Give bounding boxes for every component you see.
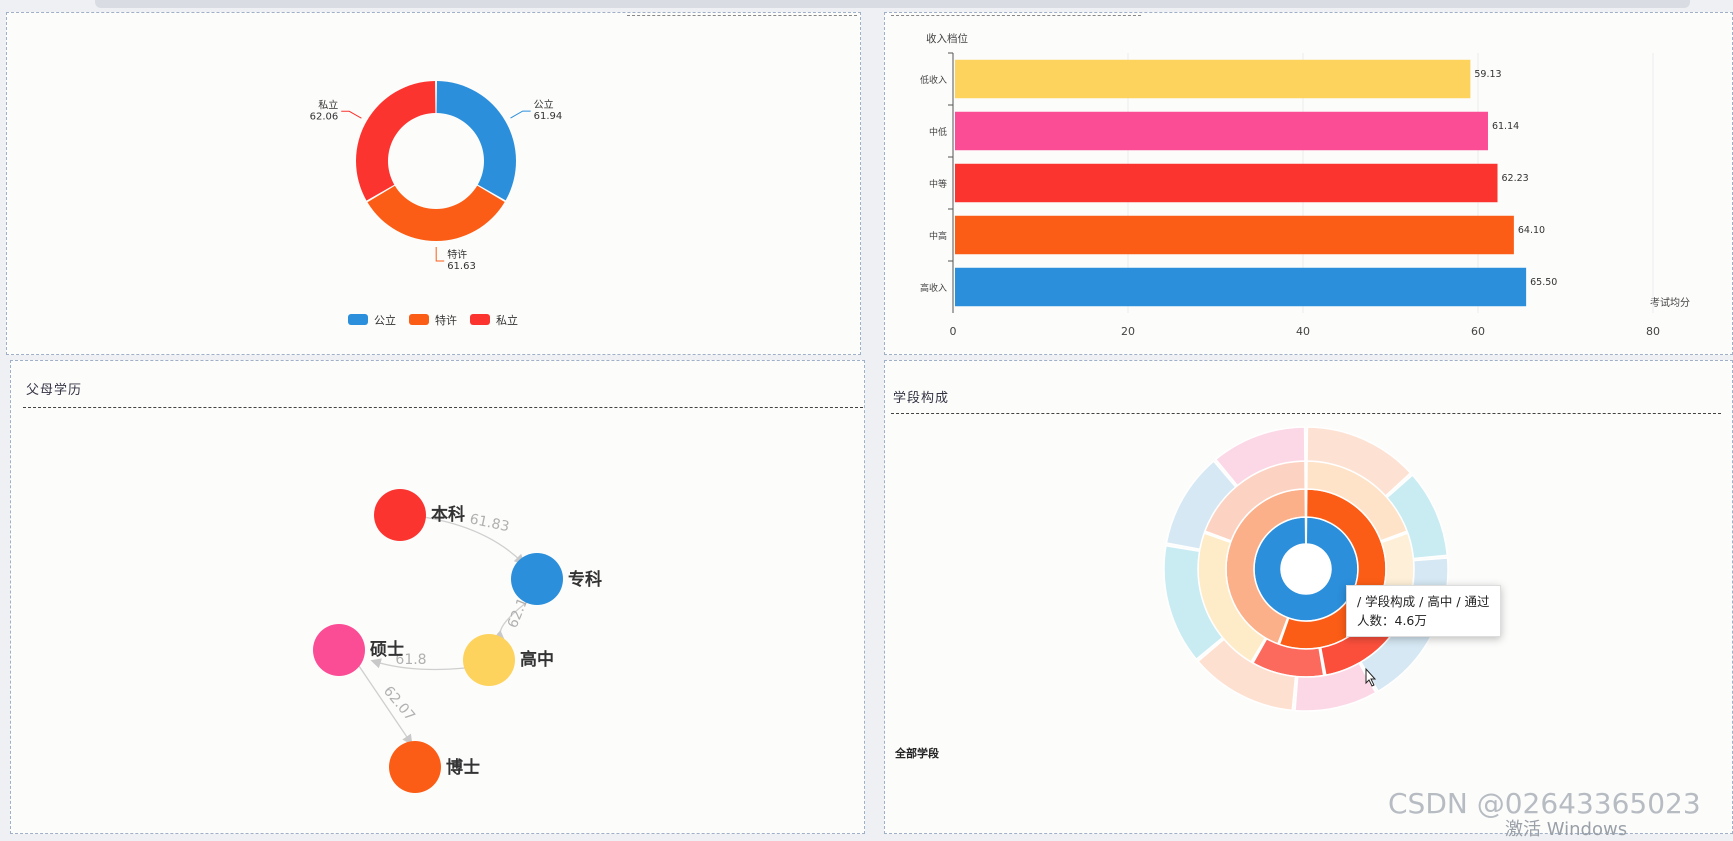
legend-label[interactable]: 特许 xyxy=(435,313,457,327)
graph-node-label: 博士 xyxy=(446,757,480,778)
bar[interactable] xyxy=(955,111,1488,151)
sunburst-center[interactable] xyxy=(1282,545,1330,593)
graph-node-high-school[interactable] xyxy=(463,634,515,686)
stage-composition-panel: 学段构成 / 学段构成 / 高中 / 通过 人数：4.6万 全部学段 xyxy=(884,360,1733,834)
bar[interactable] xyxy=(955,215,1514,255)
donut-slice[interactable] xyxy=(436,81,516,201)
bar[interactable] xyxy=(955,267,1527,307)
edge-label: 62.07 xyxy=(380,683,418,724)
windows-activation-watermark: 激活 Windows xyxy=(1505,819,1628,840)
y-tick-label: 低收入 xyxy=(920,74,947,86)
y-tick-label: 中等 xyxy=(929,178,947,190)
graph-edge xyxy=(370,658,466,671)
parent-education-panel: 父母学历 61.83 62.1 61.8 62.07 本科 专科 高中 硕士 博… xyxy=(10,360,865,834)
graph-edge xyxy=(493,598,532,641)
sunburst-footer: 全部学段 xyxy=(895,747,939,760)
graph-node-bachelor[interactable] xyxy=(374,489,426,541)
donut-label-name: 公立 xyxy=(534,98,554,111)
browser-top-bar xyxy=(95,0,1690,8)
sunburst-tooltip: / 学段构成 / 高中 / 通过 人数：4.6万 xyxy=(1346,585,1501,637)
sunburst-segment[interactable] xyxy=(1197,638,1297,712)
sunburst-segment[interactable] xyxy=(1165,460,1237,551)
donut-panel: 公立 61.94 特许 61.63 私立 62.06 公立 特许 私立 xyxy=(6,12,861,355)
bar-value-label: 64.10 xyxy=(1518,225,1545,236)
donut-label-value: 61.94 xyxy=(534,111,563,122)
sunburst-chart xyxy=(1163,426,1449,712)
sunburst-segment[interactable] xyxy=(1214,426,1306,487)
graph-node-doctor[interactable] xyxy=(389,741,441,793)
legend-swatch[interactable] xyxy=(409,314,429,325)
donut-label-value: 61.63 xyxy=(447,261,476,272)
x-tick-label: 40 xyxy=(1296,325,1310,338)
sunburst-segment[interactable] xyxy=(1306,426,1412,497)
y-tick-label: 中低 xyxy=(929,126,947,138)
income-bar-chart: 收入档位 考试均分 59.13 61.14 62.23 64.10 65.50 0 20 4… xyxy=(920,32,1690,338)
legend-label[interactable]: 公立 xyxy=(374,313,396,327)
donut-slice[interactable] xyxy=(367,185,505,242)
bar[interactable] xyxy=(955,59,1471,99)
x-axis-title: 考试均分 xyxy=(1650,296,1690,309)
sunburst-segment[interactable] xyxy=(1294,662,1377,712)
graph-edge xyxy=(358,665,413,746)
graph-node-master[interactable] xyxy=(313,624,365,676)
graph-node-label: 高中 xyxy=(520,649,554,670)
donut-label-name: 特许 xyxy=(447,249,467,261)
bar-value-label: 61.14 xyxy=(1492,121,1519,132)
x-tick-label: 60 xyxy=(1471,325,1485,338)
graph-node-associate[interactable] xyxy=(511,553,563,605)
y-tick-label: 中高 xyxy=(929,230,947,242)
panel-title-rule xyxy=(23,407,863,408)
graph-node-label: 硕士 xyxy=(370,639,404,660)
csdn-watermark: CSDN @02643365023 xyxy=(1388,787,1701,820)
sunburst-segment[interactable] xyxy=(1385,473,1449,560)
donut-label-line xyxy=(510,110,531,119)
donut-label-name: 私立 xyxy=(318,98,338,111)
legend-label[interactable]: 私立 xyxy=(496,313,518,327)
bar-value-label: 65.50 xyxy=(1530,277,1557,288)
panel-title-rule xyxy=(891,413,1721,414)
donut-label-value: 62.06 xyxy=(310,111,339,122)
edge-label: 61.8 xyxy=(395,652,426,668)
donut-label-line xyxy=(435,246,445,262)
graph-node-label: 专科 xyxy=(568,569,602,590)
y-tick-label: 高收入 xyxy=(920,282,947,294)
panel-title: 父母学历 xyxy=(26,383,83,398)
tooltip-path: / 学段构成 / 高中 / 通过 xyxy=(1357,594,1490,609)
x-tick-label: 20 xyxy=(1121,325,1135,338)
x-tick-label: 80 xyxy=(1646,325,1660,338)
bar-panel: 收入档位 考试均分 59.13 61.14 62.23 64.10 65.50 0 20 4… xyxy=(884,12,1733,355)
donut-label-line xyxy=(341,110,362,119)
panel-top-rule xyxy=(891,15,1141,16)
panel-top-rule xyxy=(627,15,857,16)
sunburst-segment[interactable] xyxy=(1163,544,1224,661)
pointer-icon xyxy=(1365,667,1377,687)
education-graph: 61.83 62.1 61.8 62.07 本科 专科 高中 硕士 博士 xyxy=(313,489,602,793)
bar[interactable] xyxy=(955,163,1498,203)
legend-swatch[interactable] xyxy=(470,314,490,325)
donut-slice[interactable] xyxy=(355,81,436,201)
bar-value-label: 59.13 xyxy=(1474,69,1501,80)
tooltip-value: 人数：4.6万 xyxy=(1357,613,1427,628)
legend-swatch[interactable] xyxy=(348,314,368,325)
y-axis-title: 收入档位 xyxy=(926,32,968,45)
bar-value-label: 62.23 xyxy=(1502,173,1529,184)
panel-title: 学段构成 xyxy=(893,391,950,406)
graph-node-label: 本科 xyxy=(431,504,465,525)
x-tick-label: 0 xyxy=(950,325,957,338)
